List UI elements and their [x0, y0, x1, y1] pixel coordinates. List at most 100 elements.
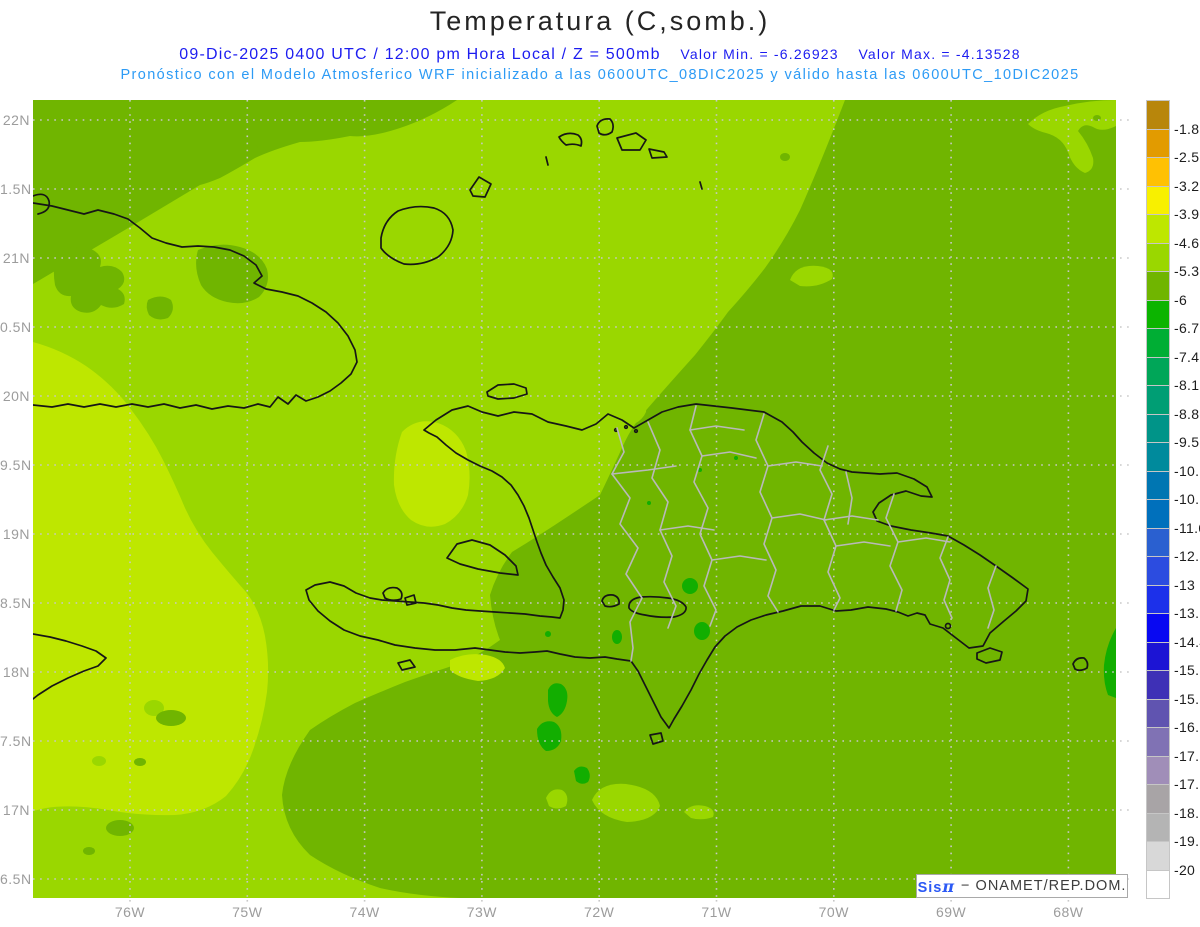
y-axis-label: 9.5N — [0, 457, 32, 473]
y-axis-label: 1.5N — [0, 181, 32, 197]
shade-bright-windward — [393, 421, 470, 527]
shade-olive-cuba2 — [146, 296, 173, 320]
colorbar-swatch — [1146, 356, 1170, 386]
colorbar-swatch — [1146, 784, 1170, 814]
colorbar-swatch — [1146, 869, 1170, 899]
colorbar-swatch — [1146, 584, 1170, 614]
colorbar-label: -8.8 — [1174, 405, 1200, 422]
shade-olive-corner-dot — [1093, 115, 1101, 121]
shade-olive-cuba1 — [53, 246, 125, 313]
watermark-suffix: − ONAMET/REP.DOM. — [961, 878, 1127, 894]
y-axis-label: 22N — [2, 112, 30, 128]
y-axis-label: 21N — [2, 250, 30, 266]
colorbar-swatch — [1146, 499, 1170, 529]
shade-band-olive-northeast — [282, 100, 1116, 898]
valid-time-line: 09-Dic-2025 0400 UTC / 12:00 pm Hora Loc… — [0, 46, 1200, 64]
colorbar-label: -17.9 — [1174, 776, 1200, 792]
y-axis-label: 20N — [2, 388, 30, 404]
colorbar-swatch — [1146, 413, 1170, 443]
y-axis-label: 19N — [2, 526, 30, 542]
colorbar-label: -5.3 — [1174, 263, 1200, 279]
x-axis-label: 72W — [584, 904, 615, 920]
colorbar-swatch — [1146, 242, 1170, 272]
colorbar-swatch — [1146, 556, 1170, 586]
colorbar-label: -6.7 — [1174, 320, 1200, 336]
colorbar-label: -4.6 — [1174, 234, 1200, 251]
colorbar-swatch — [1146, 271, 1170, 301]
colorbar-label: -11.6 — [1174, 519, 1200, 536]
x-axis-label: 74W — [349, 904, 380, 920]
colorbar-swatch — [1146, 128, 1170, 158]
colorbar-swatch — [1146, 841, 1170, 871]
colorbar-label: -8.1 — [1174, 377, 1200, 393]
colorbar-label: -16.5 — [1174, 719, 1200, 735]
colorbar-label: -6 — [1174, 291, 1188, 308]
colorbar-label: -1.8 — [1174, 120, 1200, 137]
shade-light-hole2 — [92, 756, 106, 766]
colorbar-label: -19.3 — [1174, 833, 1200, 849]
pi-icon: π — [942, 876, 956, 896]
colorbar-label: -14.4 — [1174, 633, 1200, 650]
page-title: Temperatura (C,somb.) — [429, 6, 771, 36]
shade-olive-sw3 — [156, 710, 186, 726]
colorbar-label: -3.9 — [1174, 206, 1200, 222]
x-axis-label: 76W — [114, 904, 146, 920]
shade-light-patch-south3 — [684, 805, 714, 820]
colorbar-swatch — [1146, 641, 1170, 671]
colorbar-swatch — [1146, 812, 1170, 842]
colorbar-swatch — [1146, 214, 1170, 244]
colorbar-swatch — [1146, 385, 1170, 415]
shade-olive-sw4 — [134, 758, 146, 766]
shade-light-patch-south2 — [546, 789, 568, 809]
colorbar-label: -9.5 — [1174, 434, 1200, 450]
colorbar-label: -15.1 — [1174, 662, 1200, 678]
colorbar-label: -15.8 — [1174, 690, 1200, 707]
shade-light-hole1 — [144, 700, 164, 716]
watermark-box: Sisπ − ONAMET/REP.DOM. — [916, 874, 1128, 898]
x-axis-label: 73W — [466, 904, 498, 920]
colorbar-swatch — [1146, 470, 1170, 500]
shade-light-patch-ne-sea — [790, 265, 833, 287]
x-axis-label: 75W — [232, 904, 263, 920]
valor-max-text: Valor Max. = -4.13528 — [858, 46, 1021, 62]
shade-light-patch-south1 — [592, 783, 660, 822]
coastline-cuba — [33, 193, 358, 410]
province-borders-dr — [611, 405, 997, 662]
shade-olive-sw2 — [83, 847, 95, 855]
shade-olive-cuba3 — [196, 244, 268, 304]
colorbar-swatch — [1146, 613, 1170, 643]
x-axis-label: 69W — [935, 904, 967, 920]
y-axis-label: 6.5N — [0, 871, 32, 887]
colorbar-label: -7.4 — [1174, 348, 1200, 365]
shade-olive-dot — [242, 142, 258, 156]
colorbar-label: -18.6 — [1174, 804, 1200, 821]
x-axis-label: 71W — [701, 904, 732, 920]
colorbar-swatch — [1146, 527, 1170, 557]
y-axis-label: 17N — [2, 802, 30, 818]
colorbar-swatch — [1146, 442, 1170, 472]
colorbar-swatch — [1146, 727, 1170, 757]
colorbar-swatch — [1146, 670, 1170, 700]
valor-min-text: Valor Min. = -6.26923 — [680, 46, 839, 62]
header: Temperatura (C,somb.) 09-Dic-2025 0400 U… — [0, 0, 1200, 83]
colorbar-label: -13 — [1174, 576, 1196, 593]
colorbar-swatch — [1146, 328, 1170, 358]
gridlines — [33, 100, 1116, 898]
shade-band-olive-northwest — [33, 100, 457, 284]
y-axis-label: 8.5N — [0, 595, 32, 611]
colorbar-label: -17.2 — [1174, 747, 1200, 764]
x-axis-label: 68W — [1053, 904, 1084, 920]
colorbar-swatch — [1146, 157, 1170, 187]
model-init-line: Pronóstico con el Modelo Atmosferico WRF… — [120, 67, 1080, 83]
colorbar-label: -2.5 — [1174, 149, 1200, 165]
colorbar-label: -13.7 — [1174, 605, 1200, 621]
colorbar-label: -3.2 — [1174, 177, 1200, 194]
y-axis-label: 18N — [2, 664, 30, 680]
axis-ticks — [129, 119, 1130, 907]
coastline-jamaica — [33, 633, 107, 700]
colorbar-swatch — [1146, 299, 1170, 329]
shade-olive-sw1 — [106, 820, 134, 836]
y-axis-label: 7.5N — [0, 733, 32, 749]
